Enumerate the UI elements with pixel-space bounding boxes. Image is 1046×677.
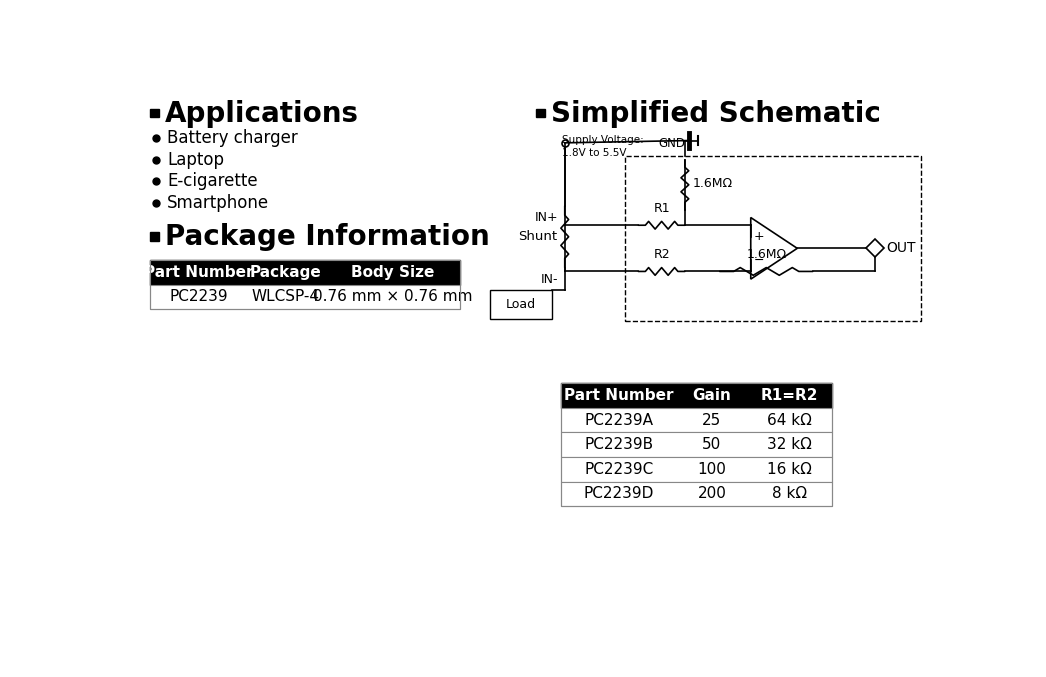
Text: Laptop: Laptop bbox=[167, 151, 224, 169]
Text: 8 kΩ: 8 kΩ bbox=[772, 487, 808, 502]
Text: Package Information: Package Information bbox=[165, 223, 490, 250]
Text: 1.6MΩ: 1.6MΩ bbox=[692, 177, 733, 190]
Bar bbox=[151, 109, 159, 117]
Text: Supply Voltage:
1.8V to 5.5V: Supply Voltage: 1.8V to 5.5V bbox=[562, 135, 643, 158]
Text: Part Number: Part Number bbox=[564, 388, 674, 403]
Bar bbox=[151, 260, 460, 284]
Text: Smartphone: Smartphone bbox=[167, 194, 269, 212]
Text: GND: GND bbox=[658, 137, 685, 150]
Bar bbox=[536, 109, 545, 117]
Text: 1.6MΩ: 1.6MΩ bbox=[746, 248, 787, 261]
Bar bbox=[561, 433, 833, 457]
Text: PC2239B: PC2239B bbox=[585, 437, 654, 452]
Text: Package: Package bbox=[250, 265, 321, 280]
Text: Load: Load bbox=[505, 298, 536, 311]
Text: 200: 200 bbox=[698, 487, 726, 502]
Text: IN+: IN+ bbox=[535, 211, 559, 223]
Text: Part Number: Part Number bbox=[143, 265, 253, 280]
Bar bbox=[561, 383, 833, 506]
Text: PC2239D: PC2239D bbox=[584, 487, 654, 502]
Bar bbox=[561, 481, 833, 506]
Bar bbox=[151, 260, 460, 309]
Text: Simplified Schematic: Simplified Schematic bbox=[551, 100, 881, 127]
Bar bbox=[561, 408, 833, 433]
Text: R1: R1 bbox=[654, 202, 669, 215]
Text: WLCSP-4: WLCSP-4 bbox=[252, 289, 320, 305]
Text: E-cigarette: E-cigarette bbox=[167, 173, 257, 190]
Text: +: + bbox=[753, 230, 764, 243]
Text: R2: R2 bbox=[654, 248, 669, 261]
Text: 50: 50 bbox=[702, 437, 722, 452]
Text: PC2239C: PC2239C bbox=[585, 462, 654, 477]
Text: 0.76 mm × 0.76 mm: 0.76 mm × 0.76 mm bbox=[313, 289, 472, 305]
Text: PC2239A: PC2239A bbox=[585, 412, 654, 428]
Text: R1=R2: R1=R2 bbox=[760, 388, 818, 403]
Text: Gain: Gain bbox=[692, 388, 731, 403]
Text: Battery charger: Battery charger bbox=[167, 129, 298, 147]
Bar bbox=[561, 457, 833, 481]
Bar bbox=[151, 232, 159, 240]
Bar bbox=[626, 156, 922, 322]
Text: OUT: OUT bbox=[886, 241, 916, 255]
Bar bbox=[561, 383, 833, 408]
Text: 32 kΩ: 32 kΩ bbox=[767, 437, 812, 452]
Bar bbox=[151, 284, 460, 309]
Text: 64 kΩ: 64 kΩ bbox=[767, 412, 812, 428]
Text: 25: 25 bbox=[702, 412, 722, 428]
Text: Applications: Applications bbox=[165, 100, 359, 127]
Text: 100: 100 bbox=[698, 462, 726, 477]
Text: Shunt: Shunt bbox=[518, 230, 558, 243]
Bar bbox=[490, 290, 551, 319]
Text: PC2239: PC2239 bbox=[169, 289, 228, 305]
Text: Body Size: Body Size bbox=[350, 265, 434, 280]
Text: 16 kΩ: 16 kΩ bbox=[767, 462, 812, 477]
Text: IN-: IN- bbox=[541, 273, 559, 286]
Text: −: − bbox=[753, 253, 764, 267]
